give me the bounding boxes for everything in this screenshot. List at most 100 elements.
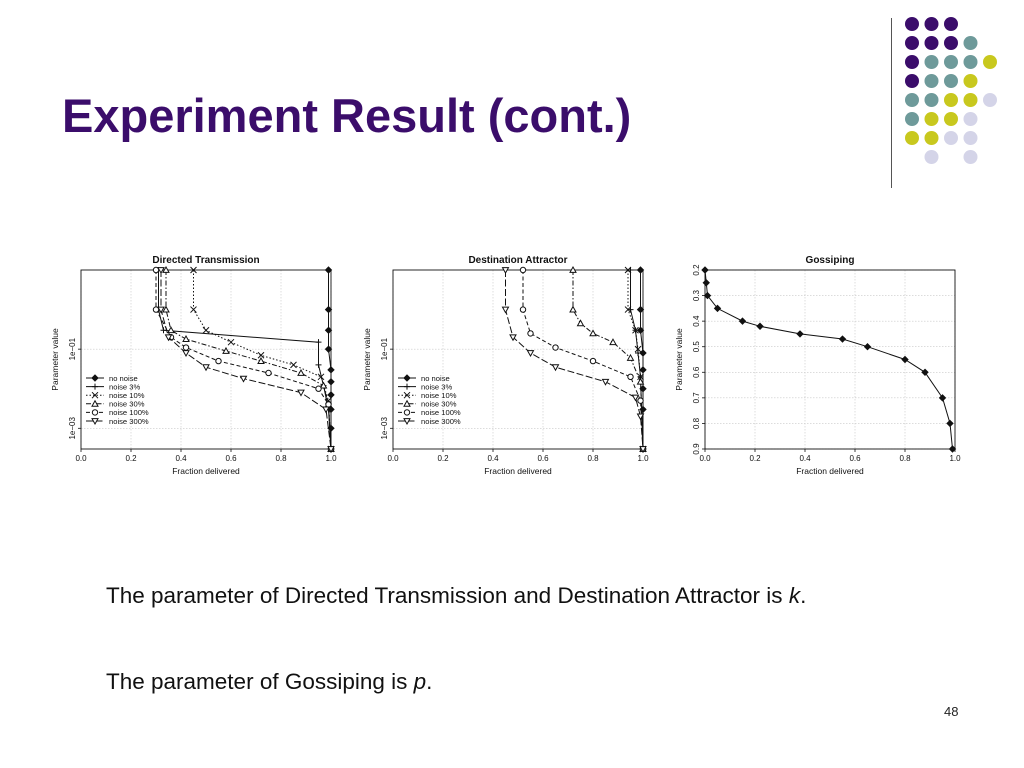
data-point: [265, 369, 272, 377]
data-point: [713, 304, 722, 313]
series-noise-100-: [152, 266, 335, 453]
y-tick-label: 0.8: [692, 417, 701, 429]
series-line: [704, 269, 953, 450]
y-tick-label: 0.4: [692, 315, 701, 327]
x-tick-label: 0.8: [275, 454, 287, 463]
dot-yellow: [983, 55, 997, 69]
data-point: [319, 381, 328, 389]
chart-destination-attractor: Destination Attractor 0.0 0.2 0.4 0.6 0.8 1.0 1…: [362, 255, 649, 476]
data-point: [327, 378, 335, 386]
data-point: [239, 375, 248, 383]
chart-title: Destination Attractor: [468, 255, 567, 266]
dot-lavender: [963, 112, 978, 126]
dot-teal: [924, 55, 939, 69]
x-tick-label: 1.0: [325, 454, 337, 463]
chart-directed-transmission: Directed Transmission 0.0 0.2 0.4 0.6 0.8 1.0 1…: [50, 255, 337, 476]
data-point: [569, 265, 577, 273]
data-point: [589, 357, 597, 365]
data-point: [322, 406, 330, 414]
data-point: [157, 306, 165, 314]
data-point: [938, 394, 947, 402]
y-tick-label: 0.6: [692, 366, 701, 378]
slide-title: Experiment Result (cont.): [62, 89, 632, 142]
data-point: [624, 266, 632, 274]
data-point: [222, 346, 230, 354]
data-point: [527, 330, 534, 337]
dot-lavender: [963, 131, 978, 145]
dot-yellow: [924, 131, 939, 145]
data-point: [509, 334, 517, 342]
dot-teal: [905, 93, 919, 107]
x-tick-label: 0.2: [125, 454, 137, 463]
legend-label: noise 10%: [109, 391, 145, 400]
x-tick-label: 0.4: [487, 454, 499, 463]
data-point: [297, 389, 305, 397]
legend-label: noise 300%: [421, 417, 461, 426]
slide-number: 48: [944, 704, 959, 719]
x-axis-label: Fraction delivered: [172, 466, 240, 476]
data-point: [626, 353, 635, 361]
data-point: [636, 305, 645, 314]
legend-label: noise 300%: [109, 417, 149, 426]
series-noise-3-: [155, 267, 334, 452]
series-line: [165, 270, 332, 450]
data-point: [838, 335, 847, 343]
dot-teal: [944, 74, 958, 88]
data-point: [636, 413, 645, 421]
dot-teal: [924, 93, 939, 107]
data-point: [519, 266, 527, 274]
dot-yellow: [963, 74, 978, 88]
x-tick-label: 0.2: [437, 454, 449, 463]
x-tick-label: 0.2: [749, 454, 761, 463]
chart-gossiping: Gossiping 0.0 0.2 0.4 0.6 0.8 1.0 0.2 0.3 0.4 0.5 0…: [674, 255, 961, 476]
legend-marker: [91, 374, 99, 382]
series-line: [160, 270, 332, 450]
y-axis-label: Parameter value: [362, 328, 372, 391]
plot-frame: [80, 269, 332, 450]
data-point: [703, 291, 712, 300]
data-point: [324, 305, 333, 314]
dot-yellow: [963, 93, 978, 107]
data-point: [756, 322, 764, 330]
data-point: [152, 306, 160, 313]
paragraph-1-text: The parameter of Directed Transmission a…: [106, 583, 789, 608]
x-axis-label: Fraction delivered: [484, 466, 552, 476]
series-line: [505, 270, 644, 450]
dot-purple: [924, 36, 939, 50]
dot-teal: [944, 55, 958, 69]
grid: [80, 270, 332, 449]
legend-marker: [91, 391, 99, 399]
data-point: [327, 446, 335, 454]
data-point: [796, 330, 804, 338]
paragraph-parameter-k: The parameter of Directed Transmission a…: [106, 582, 866, 610]
data-point: [948, 445, 957, 453]
legend-marker: [92, 383, 98, 390]
x-tick-label: 0.0: [75, 454, 87, 463]
data-point: [182, 344, 190, 351]
y-tick-label: 0.9: [692, 443, 701, 455]
data-point: [167, 326, 175, 334]
data-point: [157, 267, 165, 275]
series-noise-30-: [162, 265, 335, 452]
parameter-k: k: [788, 583, 801, 608]
data-point: [632, 326, 639, 334]
series-line: [328, 270, 332, 449]
legend-marker: [404, 383, 410, 390]
x-tick-label: 0.4: [799, 454, 811, 463]
data-point: [576, 319, 585, 327]
data-point: [946, 419, 954, 428]
data-point: [324, 345, 333, 353]
data-point: [569, 305, 577, 313]
data-point: [324, 266, 333, 274]
data-point: [315, 385, 322, 392]
legend-marker: [91, 409, 99, 416]
dot-yellow: [924, 112, 939, 126]
data-point: [202, 364, 210, 372]
x-tick-label: 0.6: [225, 454, 237, 463]
data-point: [290, 361, 297, 369]
data-point: [901, 355, 909, 364]
series-gossiping: [701, 266, 957, 453]
data-point: [702, 279, 710, 287]
data-point: [701, 266, 709, 274]
